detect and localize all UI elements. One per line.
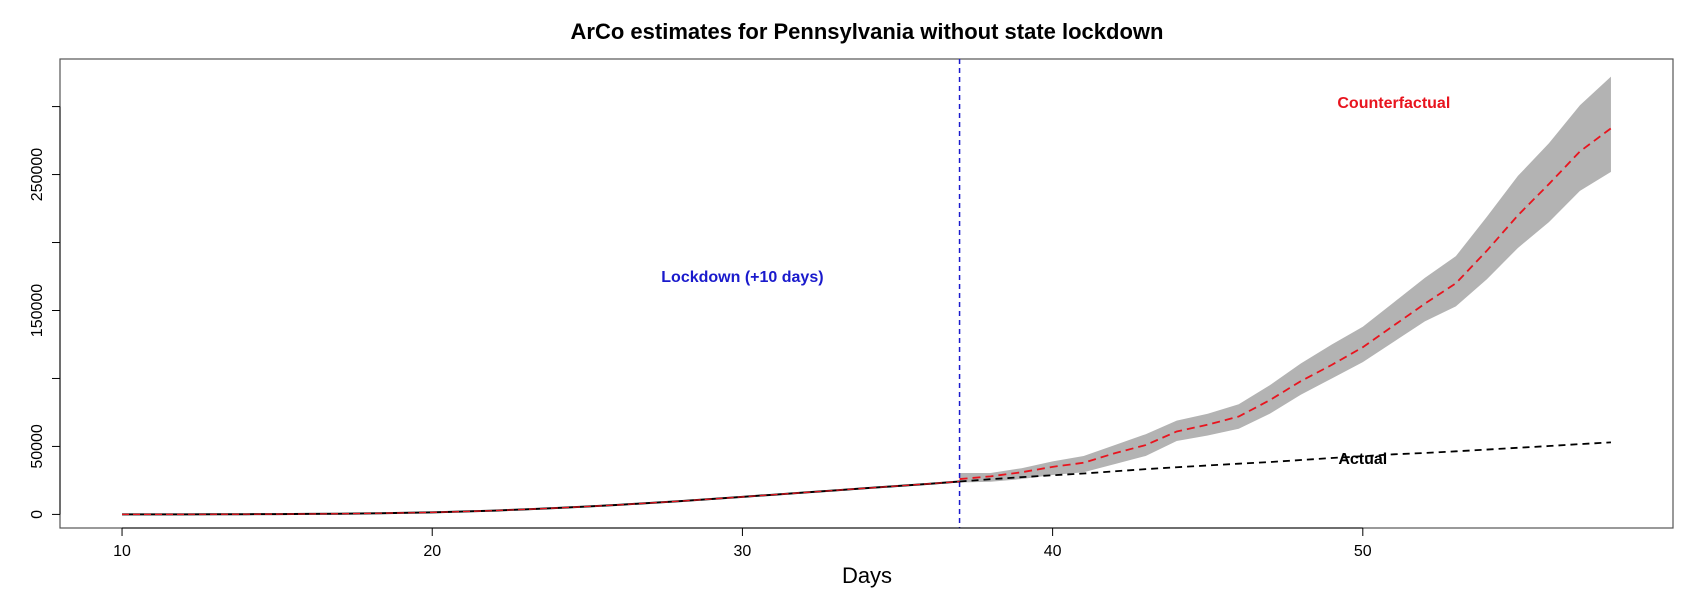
x-axis-label: Days xyxy=(842,563,892,588)
fit-line-pre xyxy=(122,480,960,516)
annotation-counterfactual: Counterfactual xyxy=(1337,95,1450,112)
lockdown-label: Lockdown (+10 days) xyxy=(661,269,823,286)
y-tick-label: 50000 xyxy=(29,424,46,469)
x-axis: 10 20 30 40 50 xyxy=(113,527,1372,560)
y-tick-label: 150000 xyxy=(29,284,46,337)
actual-line-observed xyxy=(122,480,960,516)
x-tick-label: 30 xyxy=(734,543,752,560)
x-tick-label: 50 xyxy=(1354,543,1372,560)
x-tick-label: 10 xyxy=(113,543,131,560)
annotation-actual: Actual xyxy=(1338,451,1387,468)
annotation-layer: Lockdown (+10 days) Counterfactual Actual xyxy=(661,95,1450,468)
y-tick-label: 0 xyxy=(29,510,46,519)
x-tick-label: 40 xyxy=(1044,543,1062,560)
actual-line-post xyxy=(959,441,1612,483)
confidence-band xyxy=(959,76,1611,483)
counterfactual-line xyxy=(959,127,1612,480)
band-layer xyxy=(959,76,1611,483)
line-layer xyxy=(122,59,1612,528)
x-tick-label: 20 xyxy=(423,543,441,560)
y-tick-label: 250000 xyxy=(29,148,46,201)
y-axis: 0 50000 150000 250000 xyxy=(29,106,61,519)
chart-title: ArCo estimates for Pennsylvania without … xyxy=(571,19,1164,44)
